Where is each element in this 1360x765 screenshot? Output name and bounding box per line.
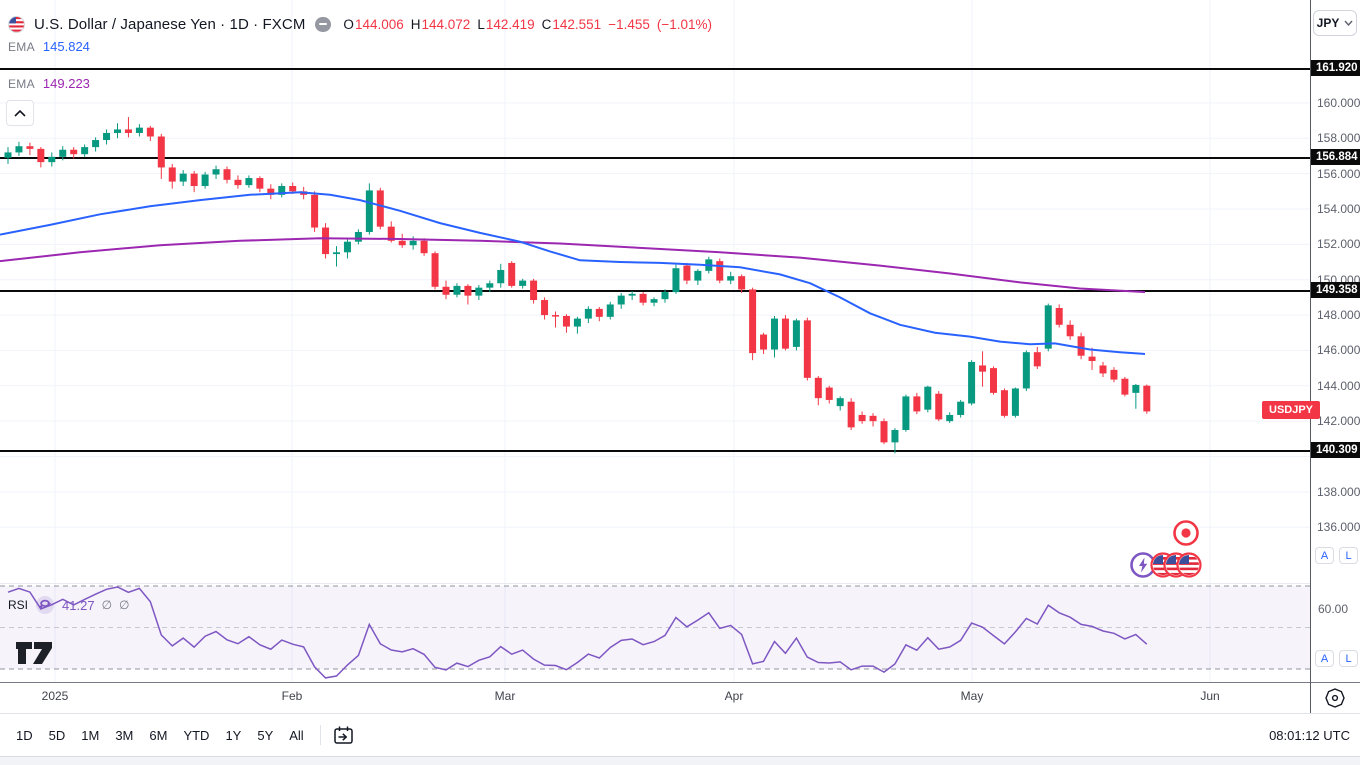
range-button-5d[interactable]: 5D	[48, 727, 66, 743]
price-scale-border	[1310, 0, 1311, 713]
rsi-scale-tick: 60.00	[1318, 602, 1349, 616]
time-axis-label: 2025	[41, 689, 69, 703]
open-label: O	[343, 16, 354, 32]
symbol-header: U.S. Dollar / Japanese Yen · 1D · FXCM O…	[8, 12, 712, 36]
chevron-up-icon	[14, 109, 26, 117]
change-percent: (−1.01%)	[656, 16, 713, 32]
price-level-badge[interactable]: 156.884	[1311, 149, 1360, 165]
us-flag-icon	[8, 15, 25, 33]
open-value: 144.006	[354, 16, 404, 32]
gridlines	[0, 0, 1310, 682]
time-axis-label: Apr	[724, 689, 744, 703]
ema-fast-legend[interactable]: EMA 145.824	[8, 39, 90, 54]
high-label: H	[410, 16, 421, 32]
ema-slow-value: 149.223	[42, 76, 90, 91]
rsi-legend[interactable]: RSI 41.27 ∅ ∅	[8, 595, 129, 615]
time-axis-label: Feb	[281, 689, 303, 703]
price-tick-label: 136.000	[1317, 520, 1360, 535]
high-value: 144.072	[421, 16, 471, 32]
price-level-badge[interactable]: 140.309	[1311, 442, 1360, 459]
rsi-input-empty-1: ∅	[101, 598, 113, 612]
go-to-date-button[interactable]	[331, 723, 356, 748]
close-label: C	[541, 16, 552, 32]
time-axis-label: Mar	[494, 689, 516, 703]
price-level-badge[interactable]: 161.920	[1311, 59, 1360, 76]
event-markers	[1130, 520, 1206, 578]
symbol-title[interactable]: U.S. Dollar / Japanese Yen · 1D · FXCM	[34, 15, 306, 33]
low-label: L	[477, 16, 485, 32]
ohlc-values: O144.006 H144.072 L142.419 C142.551 −1.4…	[343, 17, 712, 32]
collapse-legend-button[interactable]	[6, 100, 34, 126]
level-lines	[0, 67, 1310, 453]
candles-layer	[4, 117, 1151, 454]
range-button-1m[interactable]: 1M	[81, 727, 100, 743]
range-button-ytd[interactable]: YTD	[183, 727, 210, 743]
ema-slow-line[interactable]	[0, 237, 1146, 294]
toolbar-border	[0, 713, 1360, 714]
bottom-strip	[0, 756, 1360, 765]
economic-event-dot-icon[interactable]	[1173, 520, 1199, 546]
rsi-value: 41.27	[62, 597, 95, 613]
calendar-arrow-icon	[333, 726, 353, 744]
rsi-band	[0, 585, 1310, 670]
auto-scale-button-rsi[interactable]: A	[1315, 650, 1334, 667]
price-tick-label: 142.000	[1317, 414, 1360, 429]
price-tick-label: 158.000	[1317, 131, 1360, 146]
pane-separator[interactable]	[0, 583, 1310, 584]
scale-mode-buttons-main: A L	[1315, 547, 1358, 564]
timezone-settings-icon[interactable]	[1324, 687, 1346, 709]
rsi-label: RSI	[8, 598, 29, 612]
range-button-6m[interactable]: 6M	[149, 727, 168, 743]
price-tick-label: 146.000	[1317, 343, 1360, 358]
loading-spinner-icon	[36, 596, 55, 614]
price-tick-label: 144.000	[1317, 378, 1360, 393]
range-buttons: 1D 5D 1M 3M 6M YTD 1Y 5Y All	[14, 724, 318, 747]
auto-scale-button[interactable]: A	[1315, 547, 1334, 564]
price-tick-label: 138.000	[1317, 484, 1360, 499]
price-tick-label: 154.000	[1317, 201, 1360, 216]
price-tick-label: 152.000	[1317, 237, 1360, 252]
us-flag-event-icons[interactable]	[1152, 554, 1201, 577]
change-value: −1.455	[608, 16, 650, 32]
currency-label: JPY	[1316, 16, 1340, 30]
rsi-input-empty-2: ∅	[119, 598, 130, 612]
range-button-all[interactable]: All	[289, 727, 304, 743]
range-button-5y[interactable]: 5Y	[257, 727, 274, 743]
ema-fast-value: 145.824	[42, 39, 90, 54]
log-scale-button-rsi[interactable]: L	[1339, 650, 1358, 667]
rsi-line[interactable]	[7, 586, 1148, 679]
price-tick-label: 156.000	[1317, 166, 1360, 181]
low-value: 142.419	[485, 16, 535, 32]
range-button-1d[interactable]: 1D	[16, 727, 33, 743]
chevron-down-icon	[1344, 20, 1353, 26]
price-tick-label: 148.000	[1317, 308, 1360, 323]
market-status-icon[interactable]	[315, 16, 332, 32]
ema-slow-label: EMA	[8, 76, 35, 91]
time-axis-border	[0, 682, 1360, 683]
scale-mode-buttons-rsi: A L	[1315, 650, 1358, 667]
time-axis-label: May	[960, 689, 984, 703]
range-button-1y[interactable]: 1Y	[225, 727, 242, 743]
price-tick-label: 160.000	[1317, 95, 1360, 110]
tradingview-logo[interactable]	[14, 638, 56, 668]
log-scale-button[interactable]: L	[1339, 547, 1358, 564]
bottom-toolbar: 1D 5D 1M 3M 6M YTD 1Y 5Y All 08:01:12 UTC	[0, 714, 1360, 756]
clock-utc[interactable]: 08:01:12 UTC	[1269, 727, 1350, 743]
ema-slow-legend[interactable]: EMA 149.223	[8, 76, 90, 91]
close-value: 142.551	[552, 16, 602, 32]
price-level-badge[interactable]: 149.358	[1311, 282, 1360, 299]
symbol-price-badge: USDJPY	[1262, 401, 1321, 420]
range-button-3m[interactable]: 3M	[115, 727, 134, 743]
ema-fast-label: EMA	[8, 39, 35, 54]
toolbar-divider	[319, 725, 321, 745]
currency-selector[interactable]: JPY	[1313, 10, 1357, 36]
time-axis-label: Jun	[1200, 689, 1220, 703]
ema-fast-line[interactable]	[0, 191, 1146, 355]
